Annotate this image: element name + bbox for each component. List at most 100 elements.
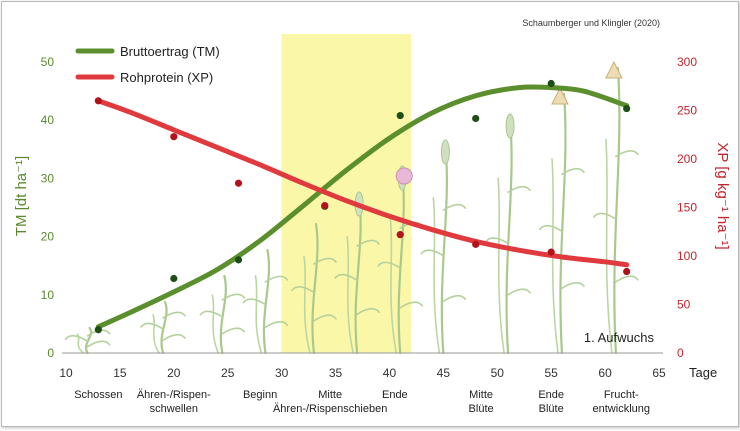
plant-drawing [64, 326, 111, 355]
stage-label: Beginn [243, 389, 277, 401]
plant-leaf [485, 237, 509, 245]
x-tick-label: 35 [329, 366, 343, 380]
plant-leaf [313, 314, 337, 322]
x-tick-label: 30 [275, 366, 289, 380]
plant-leaf [615, 150, 639, 158]
plant-leaf [162, 333, 186, 342]
stage-label: Mitte [469, 389, 493, 401]
plant-drawing [199, 274, 246, 355]
left-tick-label: 10 [41, 288, 55, 302]
x-tick-label: 45 [437, 366, 451, 380]
stage-label: schwellen [150, 403, 198, 415]
plant-growth-illustration [64, 60, 639, 355]
citation: Schaumberger und Klingler (2020) [522, 18, 660, 28]
plant-leaf [442, 294, 467, 303]
plant-leaf [377, 261, 402, 269]
plant-stem [397, 170, 405, 355]
plant-stem [497, 177, 505, 354]
x-tick-label: 40 [383, 366, 397, 380]
left-tick-label: 0 [47, 346, 54, 360]
xp-data-point [623, 267, 631, 276]
plant-stem [432, 196, 441, 354]
right-tick-label: 200 [677, 152, 697, 166]
plant-leaf [356, 239, 380, 247]
plant-stem [152, 313, 160, 354]
plant-leaf [291, 286, 315, 294]
right-tick-label: 0 [677, 346, 684, 360]
x-tick-label: 55 [545, 366, 559, 380]
xp-data-point [396, 231, 404, 239]
plant-leaf [334, 273, 358, 281]
plant-leaf [593, 212, 617, 220]
plant-stem [160, 300, 168, 355]
xp-data-point [94, 97, 102, 105]
plant-stem [76, 333, 85, 354]
plant-stem [551, 157, 559, 354]
seed-head [605, 60, 623, 79]
tm-data-point [396, 111, 404, 120]
x-axis-unit-label: Tage [689, 365, 717, 380]
clover-flower [395, 167, 413, 185]
plant-leaf [162, 311, 186, 319]
plant-stem [262, 248, 271, 355]
tm-data-point [94, 326, 102, 334]
x-tick-label: 60 [598, 366, 612, 380]
xp-trend-line [95, 98, 630, 268]
legend-label-tm: Bruttoertrag (TM) [120, 44, 220, 59]
plant-stem [346, 235, 354, 354]
xp-data-point [234, 179, 243, 187]
plant-leaf [221, 293, 246, 301]
plant-stem [219, 274, 227, 355]
xp-data-point [547, 248, 555, 256]
plant-leaf [64, 334, 89, 343]
stage-label: Ähren-/Rispenschieben [273, 403, 387, 415]
plant-leaf [399, 301, 424, 309]
plant-leaf [199, 310, 224, 318]
left-axis-title: TM [dt ha⁻¹] [13, 156, 30, 236]
right-tick-label: 250 [677, 104, 697, 118]
seed-head [551, 86, 569, 105]
tm-trend-line [95, 84, 630, 330]
annotation-first-growth: 1. Aufwuchs [584, 330, 655, 345]
tm-data-point [472, 114, 480, 123]
stage-label: Ende [382, 389, 408, 401]
right-tick-label: 50 [677, 298, 691, 312]
plant-leaf [507, 288, 531, 296]
stage-labels: Schossen Ähren-/Rispen-schwellen Beginn Mit… [74, 389, 650, 415]
plant-leaf [442, 203, 467, 211]
stage-label: Ende [538, 389, 564, 401]
x-tick-label: 20 [167, 366, 181, 380]
xp-data-point [472, 240, 480, 248]
plant-drawing [291, 222, 337, 355]
plant-stem [85, 326, 93, 355]
left-tick-label: 50 [41, 55, 55, 69]
series-layer [94, 79, 631, 334]
tm-data-point [234, 256, 243, 264]
plant-ear [440, 139, 450, 165]
plant-stem [303, 255, 311, 354]
plant-ear [505, 113, 515, 139]
x-tick-label: 10 [59, 366, 73, 380]
left-tick-label: 30 [41, 171, 55, 185]
heading-phase-highlight [281, 34, 412, 353]
right-tick-label: 150 [677, 201, 697, 215]
right-tick-label: 300 [677, 55, 697, 69]
plant-leaf [561, 167, 585, 176]
xp-data-point [321, 201, 329, 210]
x-axis-ticks: 10 15 20 25 30 35 40 45 50 55 60 65 [59, 366, 666, 380]
stage-label: Mitte [318, 389, 342, 401]
plant-leaf [356, 307, 380, 316]
x-tick-label: 50 [491, 366, 505, 380]
plant-stem [311, 222, 319, 355]
plant-drawing [539, 86, 585, 355]
plant-drawing [420, 139, 467, 355]
stage-label: Frucht- [604, 389, 639, 401]
plant-drawing [334, 191, 380, 355]
plant-leaf [507, 185, 531, 194]
plant-stem [389, 216, 398, 354]
plant-drawing [485, 113, 531, 355]
tm-data-point [547, 79, 555, 88]
stage-label: Blüte [539, 403, 564, 415]
plant-drawing [593, 60, 639, 355]
